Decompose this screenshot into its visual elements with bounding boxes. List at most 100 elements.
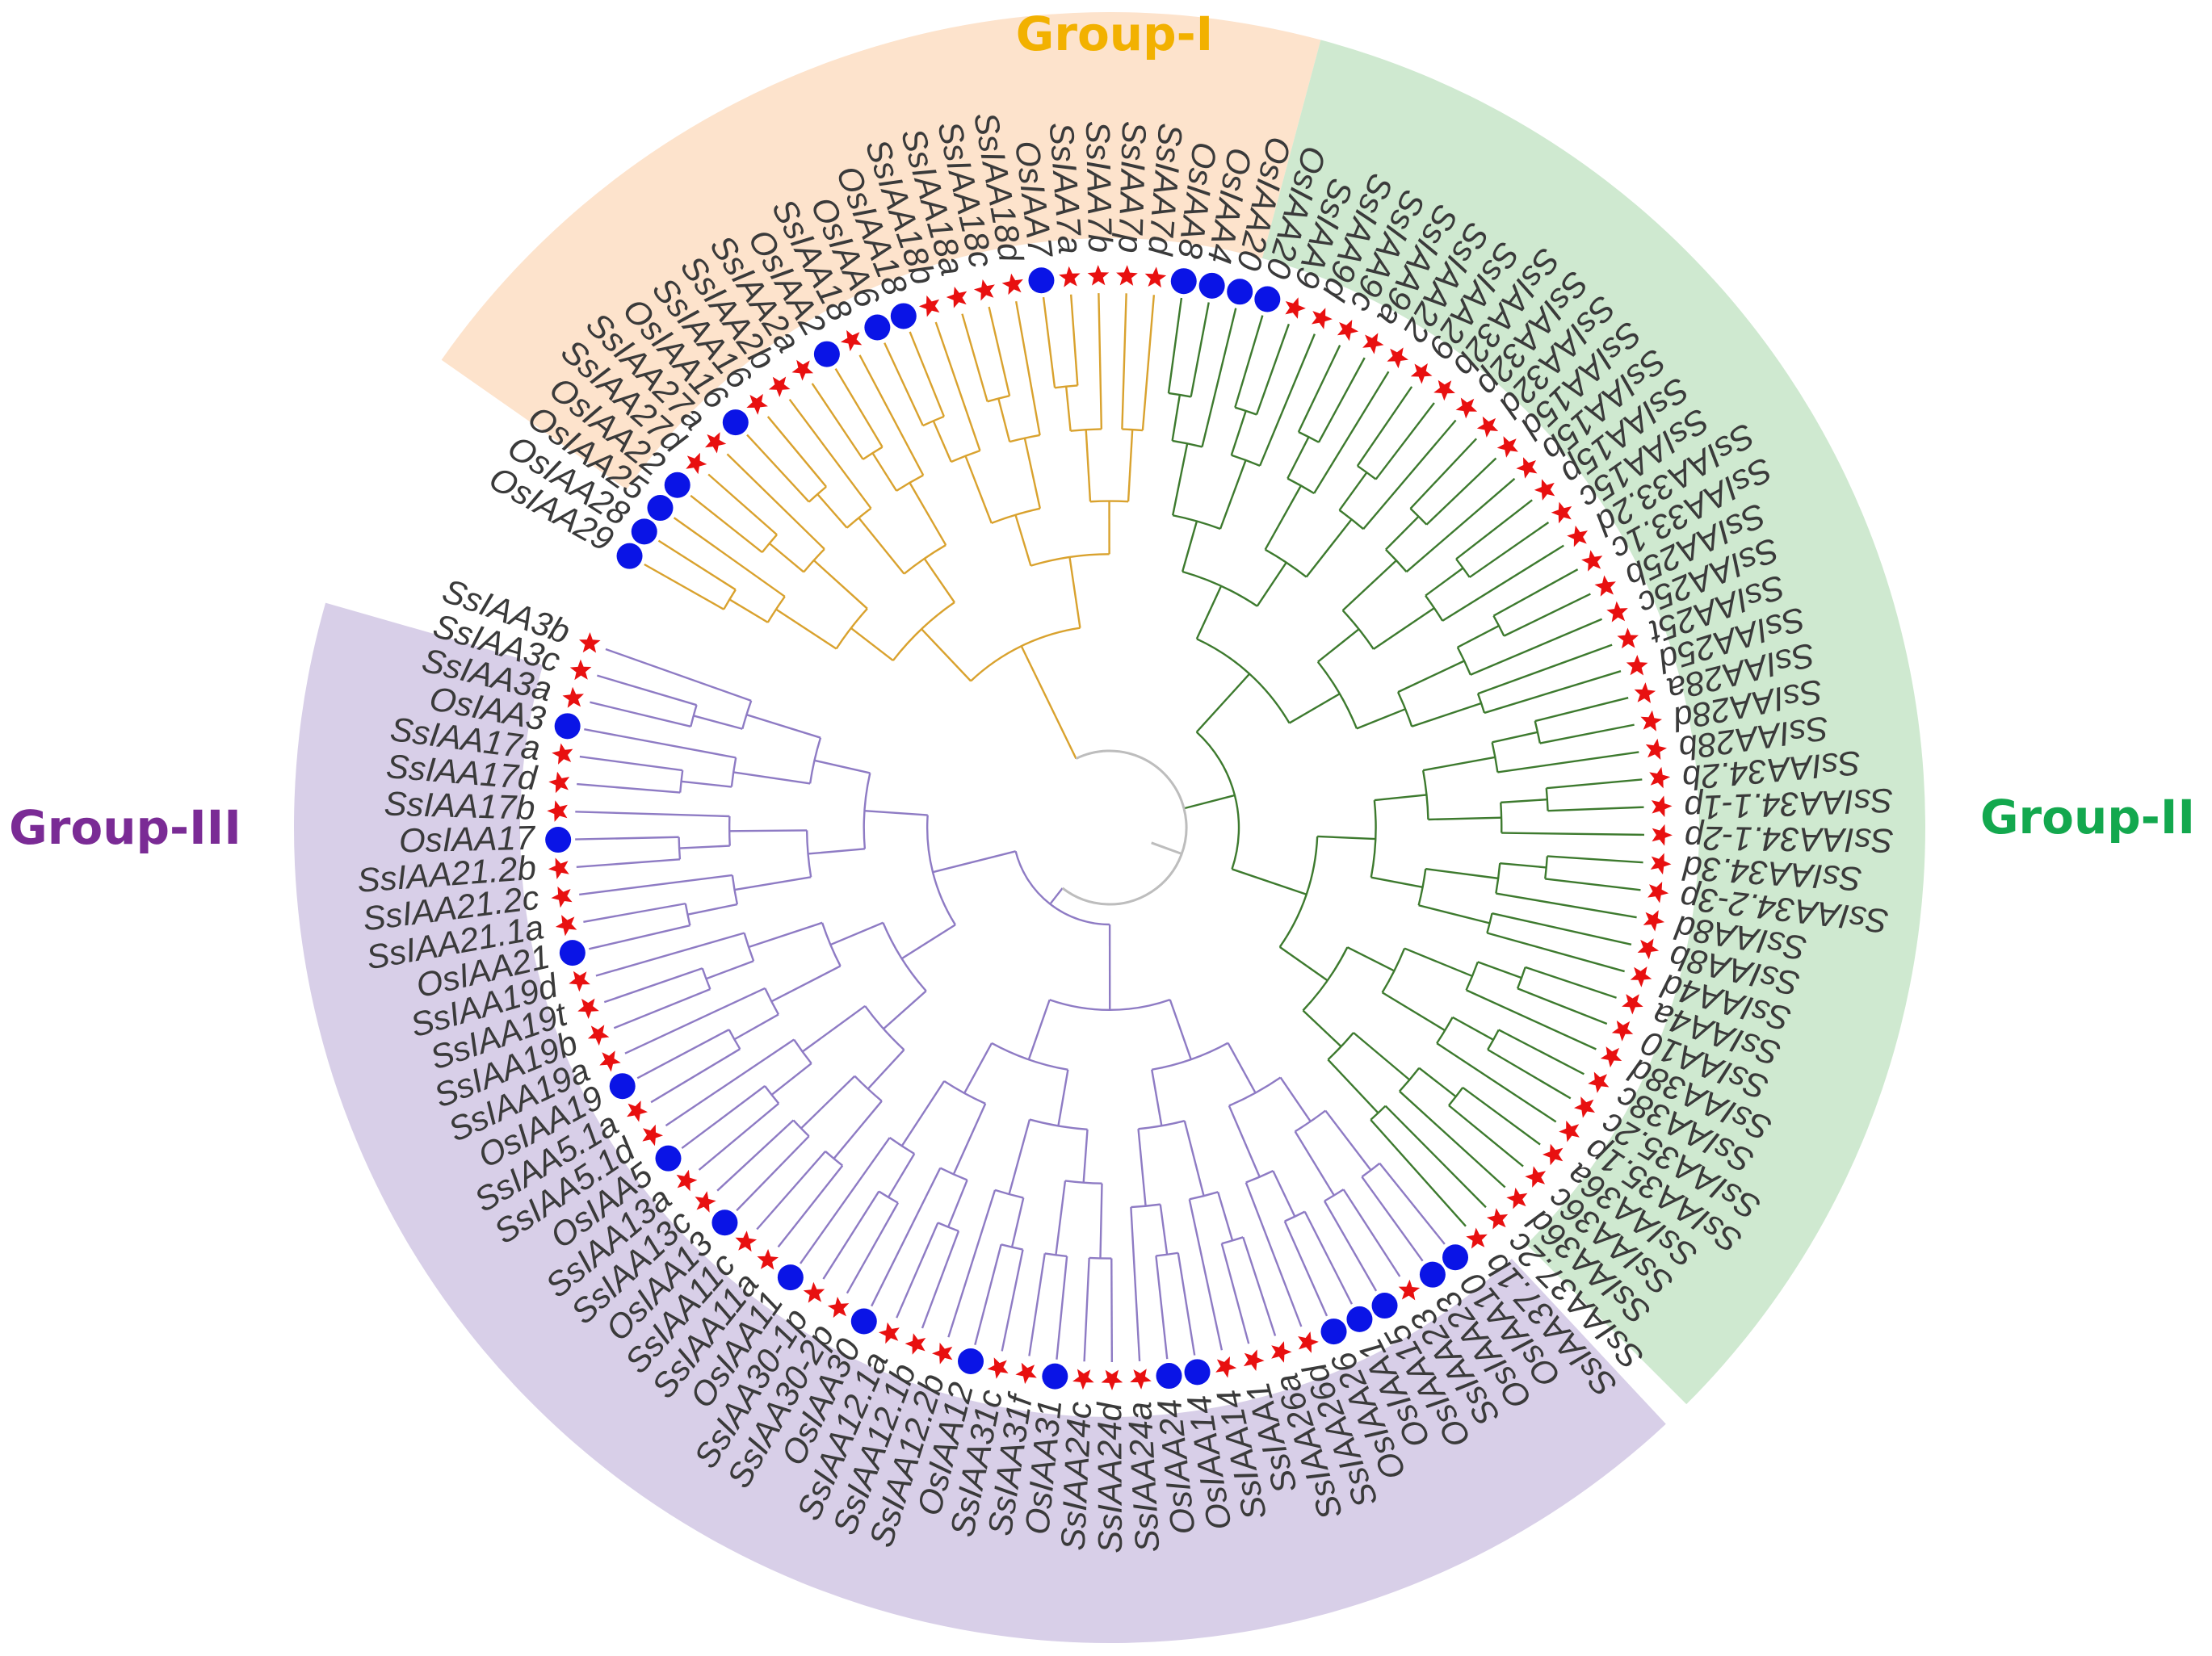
ssiaa-star-marker [555, 915, 577, 937]
branch [1183, 1120, 1205, 1197]
osiaa-circle-marker [655, 1145, 682, 1172]
branch-arc [1172, 439, 1203, 448]
branch [1234, 315, 1264, 409]
ssiaa-star-marker [1285, 297, 1306, 319]
ssiaa-star-marker [1312, 308, 1333, 329]
branch [673, 517, 786, 597]
branch [963, 1042, 993, 1094]
branch [1256, 561, 1287, 607]
ssiaa-star-marker [1087, 265, 1110, 286]
ssiaa-star-marker [878, 1322, 900, 1344]
branch [1245, 1182, 1303, 1327]
branch [871, 452, 898, 492]
branch [934, 321, 981, 451]
branch [1492, 568, 1579, 617]
ssiaa-star-marker [735, 1230, 758, 1252]
group-ii-title: Group-II [1980, 790, 2195, 845]
branch [1303, 1211, 1354, 1305]
branch-arc [1370, 1105, 1387, 1121]
branch [1042, 296, 1056, 388]
branch [584, 728, 737, 759]
branch [1385, 515, 1420, 551]
ssiaa-star-marker [1534, 479, 1555, 501]
osiaa-circle-marker [1227, 279, 1253, 305]
osiaa-circle-marker [664, 472, 690, 498]
branch [1547, 806, 1644, 812]
branch [693, 715, 743, 730]
ssiaa-star-marker [1337, 320, 1359, 342]
branch [988, 306, 1011, 396]
branch-arc [1131, 1203, 1161, 1209]
ssiaa-star-marker [1574, 1096, 1595, 1118]
branch [900, 924, 956, 960]
ssiaa-star-marker [973, 279, 995, 301]
branch-arc [903, 544, 947, 575]
branch [1324, 1109, 1372, 1172]
ssiaa-star-marker [1567, 525, 1588, 547]
branch-arc [808, 485, 827, 503]
branch [1014, 514, 1032, 566]
branch-arc [1409, 508, 1428, 526]
ssiaa-star-marker [1015, 1362, 1037, 1385]
branch [1361, 1176, 1424, 1262]
ssiaa-star-marker [552, 743, 573, 765]
branch [1501, 798, 1547, 804]
branch [1503, 593, 1591, 637]
ssiaa-star-marker [918, 295, 940, 317]
branch [1220, 1243, 1250, 1344]
leaf-label: SsIAA34.1-1p [1684, 782, 1895, 828]
branch [1418, 1067, 1457, 1098]
branch [1418, 904, 1490, 924]
branch [1279, 1076, 1312, 1122]
branch [1151, 1069, 1163, 1126]
branch-arc [1341, 610, 1375, 650]
branch [1055, 1180, 1067, 1256]
ssiaa-star-marker [1617, 627, 1639, 649]
ssiaa-star-marker [577, 998, 599, 1019]
branch [1399, 1090, 1506, 1189]
branch [577, 782, 681, 794]
branch [1027, 999, 1051, 1060]
ssiaa-star-marker [1486, 1208, 1509, 1230]
branch [613, 987, 711, 1029]
ssiaa-star-marker [1622, 994, 1643, 1015]
ssiaa-star-marker [1651, 795, 1673, 817]
branch [1155, 1256, 1169, 1360]
branch-arc [1357, 465, 1377, 480]
osiaa-circle-marker [631, 518, 657, 545]
branch [1539, 723, 1635, 744]
branch [1457, 625, 1500, 648]
ssiaa-star-marker [551, 886, 573, 908]
branch [846, 1202, 900, 1294]
branch-arc [1064, 1180, 1102, 1184]
branch-arc [888, 1137, 915, 1155]
branch [657, 539, 737, 591]
branch-arc [1361, 1162, 1381, 1178]
branch [1127, 430, 1134, 502]
branch-arc [896, 474, 924, 492]
branch [921, 628, 972, 682]
branch [1379, 1163, 1446, 1245]
branch [681, 780, 732, 788]
branch [1305, 518, 1353, 578]
ssiaa-star-marker [562, 686, 584, 708]
group-iii-title: Group-III [9, 800, 241, 855]
branch-arc [1168, 392, 1191, 398]
band-g2 [1261, 40, 1925, 1405]
branch [1230, 410, 1247, 456]
leaf-labels: OsIAA29OsIAA28OsIAA25OsIAA22SsIAA27dSsIA… [356, 109, 1895, 1553]
branch [746, 714, 821, 739]
branch-arc [939, 1167, 968, 1181]
ssiaa-star-marker [768, 376, 791, 397]
branch [1188, 1199, 1224, 1351]
branch-arc [792, 1119, 810, 1138]
ssiaa-star-marker [695, 1191, 716, 1213]
branch [1283, 1221, 1328, 1317]
branch [1177, 1252, 1196, 1356]
branch-arc [764, 1085, 780, 1105]
osiaa-circle-marker [1371, 1293, 1398, 1319]
branch [1056, 1256, 1068, 1360]
branch [1370, 1119, 1467, 1227]
branch [1286, 436, 1310, 480]
osiaa-circle-marker [722, 409, 749, 436]
